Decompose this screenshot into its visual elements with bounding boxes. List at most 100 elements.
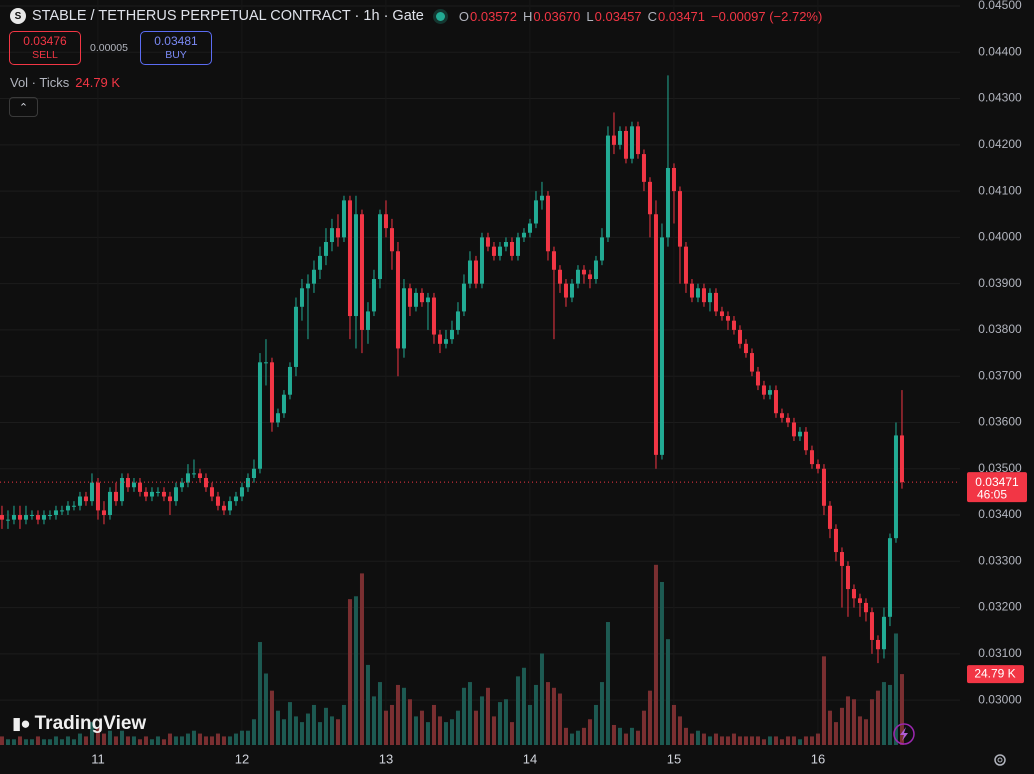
volume-bar <box>707 736 712 745</box>
candle-body <box>431 297 436 335</box>
volume-bar <box>551 687 556 745</box>
volume-value: 24.79 K <box>75 75 121 90</box>
volume-bar <box>203 736 208 745</box>
volume-bar <box>683 727 688 745</box>
candle-body <box>779 413 784 418</box>
candle-body <box>671 167 676 192</box>
settings-icon-center <box>997 757 1003 763</box>
volume-bar <box>671 704 676 745</box>
candle-body <box>641 154 646 182</box>
candle-body <box>143 491 148 497</box>
volume-bar <box>155 736 160 745</box>
candle-body <box>653 214 658 455</box>
candle-body <box>461 283 466 312</box>
volume-bar <box>401 687 406 745</box>
candle-body <box>437 334 442 344</box>
volume-bar <box>755 736 760 745</box>
candle-body <box>341 200 346 238</box>
candle-body <box>125 478 130 488</box>
candle-body <box>71 505 76 507</box>
candle-body <box>425 297 430 303</box>
settings-icon[interactable] <box>994 754 1006 766</box>
volume-bar <box>743 736 748 745</box>
volume-bar <box>719 736 724 745</box>
candle-body <box>167 496 172 502</box>
volume-bar <box>581 727 586 745</box>
chart-title[interactable]: STABLE / TETHERUS PERPETUAL CONTRACT · 1… <box>32 8 424 24</box>
candle-body <box>659 237 664 455</box>
candle-body <box>83 496 88 502</box>
y-tick-label: 0.03000 <box>978 692 1022 706</box>
volume-bar <box>695 730 700 745</box>
volume-bar <box>767 736 772 745</box>
volume-bar <box>497 702 502 745</box>
x-tick-label: 12 <box>235 751 249 766</box>
volume-bar <box>5 739 10 745</box>
sell-button[interactable]: 0.03476 SELL <box>9 31 81 65</box>
candle-body <box>551 251 556 270</box>
candle-body <box>677 191 682 247</box>
y-tick-label: 0.03700 <box>978 368 1022 382</box>
volume-bar <box>611 724 616 745</box>
volume-bar <box>605 622 610 745</box>
volume-bar <box>131 736 136 745</box>
candle-body <box>155 491 160 493</box>
candle-body <box>743 343 748 354</box>
volume-bar <box>779 739 784 745</box>
candle-body <box>239 487 244 497</box>
candle-body <box>851 589 856 599</box>
legend-value: 0.03572 <box>470 8 517 24</box>
volume-bar <box>533 684 538 745</box>
buy-label: BUY <box>165 49 187 61</box>
candle-body <box>491 246 496 256</box>
volume-bar <box>677 716 682 745</box>
volume-bar <box>257 642 262 745</box>
volume-bar <box>887 684 892 745</box>
last-price-box <box>967 472 1027 503</box>
candle-body <box>11 515 16 520</box>
volume-bar <box>557 693 562 745</box>
volume-bar <box>467 682 472 745</box>
candle-body <box>605 135 610 238</box>
candle-body <box>0 515 4 520</box>
volume-bar <box>29 739 34 745</box>
candle-body <box>617 130 622 145</box>
volume-bar <box>785 736 790 745</box>
volume-bar <box>269 690 274 745</box>
candle-body <box>419 292 424 303</box>
volume-bar <box>227 736 232 745</box>
legend-key: O <box>458 8 469 24</box>
candle-body <box>209 487 214 497</box>
legend-value: 0.03670 <box>533 8 581 24</box>
symbol-icon: S <box>10 8 26 24</box>
candle-body <box>809 450 814 465</box>
volume-value-label: 24.79 K <box>974 666 1015 680</box>
volume-bar <box>299 722 304 745</box>
candle-body <box>449 329 454 340</box>
candle-body <box>749 353 754 372</box>
candle-body <box>455 311 460 330</box>
volume-bar <box>341 704 346 745</box>
candle-body <box>281 394 286 414</box>
volume-bar <box>569 733 574 745</box>
spread: 0.00005 <box>90 42 128 54</box>
volume-bar <box>0 736 4 745</box>
status-dot <box>435 11 445 21</box>
candle-body <box>611 135 616 145</box>
candle-body <box>701 288 706 303</box>
candle-body <box>179 482 184 488</box>
candle-body <box>839 552 844 566</box>
countdown-label: 46:05 <box>977 487 1007 501</box>
y-tick-label: 0.04100 <box>978 183 1022 197</box>
collapse-button[interactable]: ⌃ <box>9 97 38 117</box>
candle-body <box>647 181 652 215</box>
candle-body <box>5 519 10 521</box>
volume-bar <box>809 736 814 745</box>
candle-body <box>173 487 178 502</box>
buy-button[interactable]: 0.03481 BUY <box>140 31 212 65</box>
volume-bar <box>575 730 580 745</box>
x-tick-label: 14 <box>523 751 537 766</box>
grid <box>0 5 960 701</box>
alert-icon[interactable] <box>893 723 915 745</box>
